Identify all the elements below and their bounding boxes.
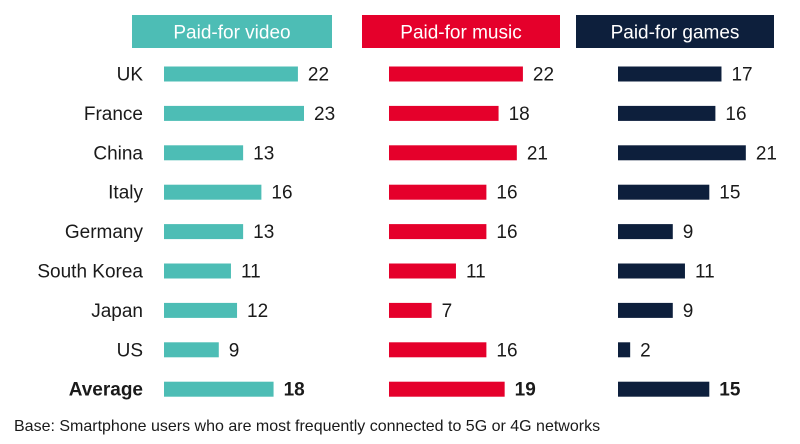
bar-paid-for-music-us	[389, 342, 487, 358]
bar-paid-for-games-italy	[618, 184, 710, 200]
bar-paid-for-games-south-korea	[618, 263, 685, 279]
value-label-paid-for-music-uk: 22	[533, 65, 554, 86]
bar-paid-for-video-uk	[164, 66, 298, 82]
bar-paid-for-video-italy	[164, 184, 262, 200]
value-label-paid-for-games-uk: 17	[731, 65, 752, 86]
category-label-japan: Japan	[91, 301, 143, 322]
bar-paid-for-games-france	[618, 105, 716, 121]
bar-paid-for-games-uk	[618, 66, 722, 82]
category-label-south-korea: South Korea	[37, 262, 143, 283]
value-label-paid-for-games-italy: 15	[719, 183, 740, 204]
header-paid-for-games: Paid-for games	[611, 23, 740, 44]
value-label-paid-for-music-china: 21	[527, 143, 548, 164]
value-label-paid-for-games-japan: 9	[683, 301, 694, 322]
bar-paid-for-music-china	[389, 145, 517, 161]
category-label-france: France	[84, 104, 143, 125]
value-label-paid-for-video-japan: 12	[247, 301, 268, 322]
bar-paid-for-video-china	[164, 145, 244, 161]
bar-paid-for-video-south-korea	[164, 263, 231, 279]
bars	[164, 66, 746, 397]
value-label-paid-for-music-south-korea: 11	[466, 262, 486, 283]
header-paid-for-music-box	[362, 15, 560, 48]
value-label-paid-for-games-france: 16	[725, 104, 746, 125]
header-paid-for-music: Paid-for music	[400, 23, 521, 44]
footnote: Base: Smartphone users who are most freq…	[14, 418, 600, 435]
bar-paid-for-games-germany	[618, 224, 673, 240]
bar-paid-for-video-germany	[164, 224, 244, 240]
category-label-average: Average	[69, 380, 143, 401]
value-label-paid-for-video-uk: 22	[308, 65, 329, 86]
category-labels: UK France China Italy Germany South Korea Japa…	[37, 65, 143, 401]
bar-paid-for-music-france	[389, 105, 499, 121]
value-label-paid-for-games-us: 2	[640, 340, 651, 361]
value-label-paid-for-music-average: 19	[515, 380, 536, 401]
category-label-china: China	[93, 143, 143, 164]
bar-paid-for-video-average	[164, 381, 274, 397]
bar-paid-for-games-japan	[618, 302, 673, 318]
bar-paid-for-music-average	[389, 381, 505, 397]
value-label-paid-for-games-china: 21	[756, 143, 777, 164]
bar-paid-for-video-japan	[164, 302, 238, 318]
value-label-paid-for-music-italy: 16	[496, 183, 517, 204]
value-label-paid-for-music-us: 16	[496, 340, 517, 361]
category-label-germany: Germany	[65, 222, 144, 243]
value-label-paid-for-music-germany: 16	[496, 222, 517, 243]
value-label-paid-for-music-france: 18	[509, 104, 530, 125]
bar-paid-for-games-average	[618, 381, 710, 397]
category-label-italy: Italy	[108, 183, 143, 204]
value-label-paid-for-video-italy: 16	[271, 183, 292, 204]
bar-paid-for-video-france	[164, 105, 304, 121]
value-label-paid-for-video-average: 18	[284, 380, 305, 401]
value-label-paid-for-video-china: 13	[253, 143, 274, 164]
value-label-paid-for-games-south-korea: 11	[695, 262, 715, 283]
bar-paid-for-music-south-korea	[389, 263, 456, 279]
value-label-paid-for-games-average: 15	[719, 380, 741, 401]
value-label-paid-for-video-south-korea: 11	[241, 262, 261, 283]
value-label-paid-for-video-us: 9	[229, 340, 240, 361]
series-headers: Paid-for video Paid-for music Paid-for gam…	[132, 15, 774, 48]
header-paid-for-games-box	[576, 15, 774, 48]
value-label-paid-for-video-germany: 13	[253, 222, 274, 243]
header-paid-for-video: Paid-for video	[173, 23, 290, 44]
value-label-paid-for-music-japan: 7	[442, 301, 453, 322]
category-label-uk: UK	[117, 65, 144, 86]
bar-paid-for-music-germany	[389, 224, 487, 240]
bar-paid-for-music-japan	[389, 302, 432, 318]
bar-paid-for-games-us	[618, 342, 631, 358]
bar-paid-for-music-uk	[389, 66, 523, 82]
value-label-paid-for-games-germany: 9	[683, 222, 694, 243]
bar-paid-for-games-china	[618, 145, 746, 161]
bar-paid-for-video-us	[164, 342, 219, 358]
value-label-paid-for-video-france: 23	[314, 104, 335, 125]
category-label-us: US	[117, 340, 143, 361]
bar-paid-for-music-italy	[389, 184, 487, 200]
header-paid-for-video-box	[132, 15, 332, 48]
